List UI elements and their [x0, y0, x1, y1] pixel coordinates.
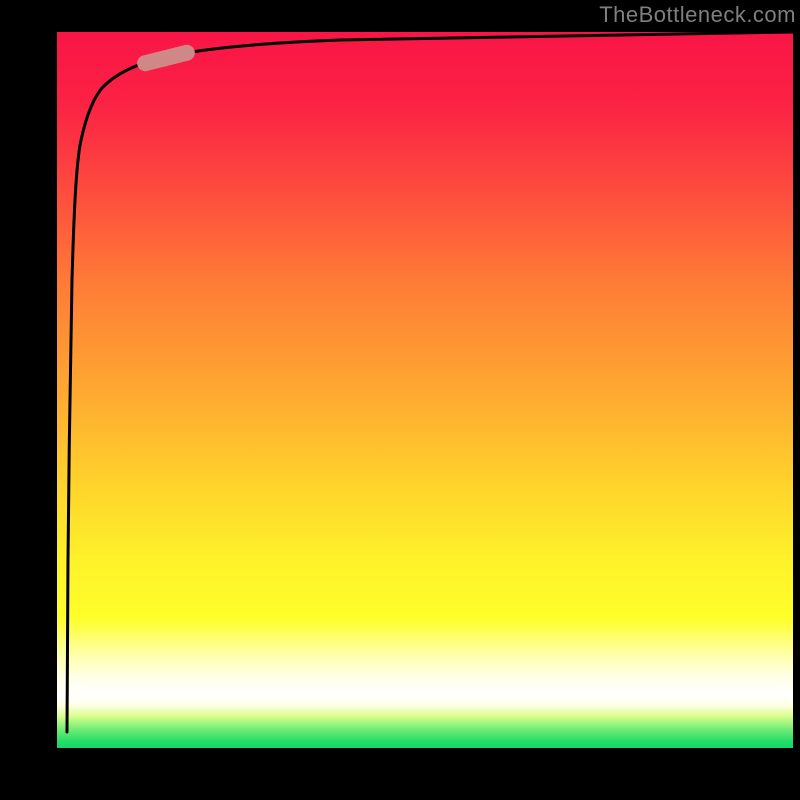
- plot-background: [57, 32, 793, 748]
- watermark-text: TheBottleneck.com: [599, 2, 796, 28]
- chart-area: [0, 0, 800, 800]
- stage: { "watermark": { "text": "TheBottleneck.…: [0, 0, 800, 800]
